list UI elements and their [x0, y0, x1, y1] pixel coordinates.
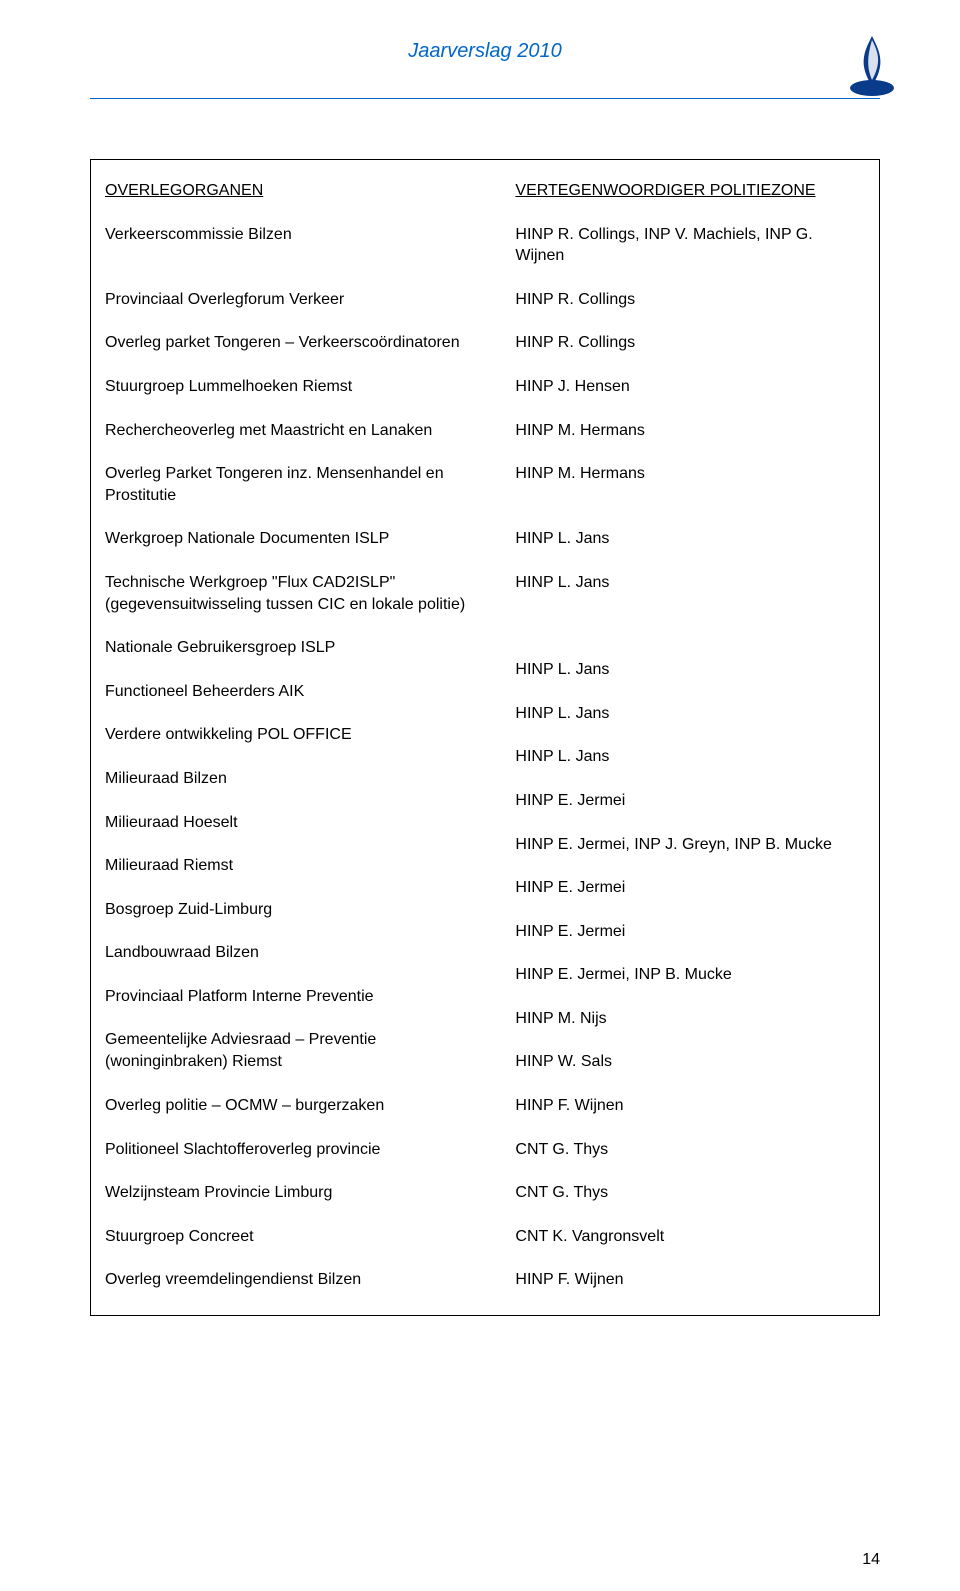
row-left: Stuurgroep Concreet: [105, 1226, 515, 1248]
row-right: HINP R. Collings, INP V. Machiels, INP G…: [515, 224, 865, 267]
table-row: Overleg parket Tongeren – Verkeerscoördi…: [105, 332, 865, 354]
grouped-left: Nationale Gebruikersgroep ISLP Functione…: [105, 637, 515, 1073]
heading-right: VERTEGENWOORDIGER POLITIEZONE: [515, 180, 865, 202]
list-item: Milieuraad Riemst: [105, 855, 503, 877]
list-item: HINP L. Jans: [515, 746, 865, 768]
row-left: Overleg Parket Tongeren inz. Mensenhande…: [105, 463, 515, 506]
table-row: Welzijnsteam Provincie Limburg CNT G. Th…: [105, 1182, 865, 1204]
row-right: HINP M. Hermans: [515, 463, 865, 485]
list-item: Functioneel Beheerders AIK: [105, 681, 503, 703]
row-left: Rechercheoverleg met Maastricht en Lanak…: [105, 420, 515, 442]
row-left: Overleg parket Tongeren – Verkeerscoördi…: [105, 332, 515, 354]
list-item: HINP L. Jans: [515, 659, 865, 681]
list-item: HINP E. Jermei: [515, 921, 865, 943]
heading-left: OVERLEGORGANEN: [105, 180, 515, 202]
list-item: Nationale Gebruikersgroep ISLP: [105, 637, 503, 659]
list-item: Verdere ontwikkeling POL OFFICE: [105, 724, 503, 746]
list-item: Landbouwraad Bilzen: [105, 942, 503, 964]
row-right: CNT G. Thys: [515, 1182, 865, 1204]
row-left: Politioneel Slachtofferoverleg provincie: [105, 1139, 515, 1161]
row-right: HINP L. Jans: [515, 572, 865, 594]
list-item: HINP E. Jermei, INP J. Greyn, INP B. Muc…: [515, 834, 865, 856]
list-item: HINP L. Jans: [515, 703, 865, 725]
row-right: HINP F. Wijnen: [515, 1269, 865, 1291]
row-right: CNT G. Thys: [515, 1139, 865, 1161]
row-left: Technische Werkgroep "Flux CAD2ISLP" (ge…: [105, 572, 515, 615]
row-right: HINP F. Wijnen: [515, 1095, 865, 1117]
row-right: HINP R. Collings: [515, 332, 865, 354]
list-item: HINP E. Jermei: [515, 877, 865, 899]
table-row: Rechercheoverleg met Maastricht en Lanak…: [105, 420, 865, 442]
row-right: HINP L. Jans: [515, 528, 865, 550]
list-item: Bosgroep Zuid-Limburg: [105, 899, 503, 921]
table-row: Provinciaal Overlegforum Verkeer HINP R.…: [105, 289, 865, 311]
row-left: Provinciaal Overlegforum Verkeer: [105, 289, 515, 311]
list-item: Gemeentelijke Adviesraad – Preventie (wo…: [105, 1029, 503, 1072]
list-item: Milieuraad Hoeselt: [105, 812, 503, 834]
row-left: Overleg politie – OCMW – burgerzaken: [105, 1095, 515, 1117]
row-left: Welzijnsteam Provincie Limburg: [105, 1182, 515, 1204]
row-right: CNT K. Vangronsvelt: [515, 1226, 865, 1248]
list-item: HINP M. Nijs: [515, 1008, 865, 1030]
table-row: Stuurgroep Concreet CNT K. Vangronsvelt: [105, 1226, 865, 1248]
row-right: HINP R. Collings: [515, 289, 865, 311]
table-row: Overleg vreemdelingendienst Bilzen HINP …: [105, 1269, 865, 1291]
police-logo-icon: [844, 30, 900, 105]
page: Jaarverslag 2010 OVERLEGORGANEN VERTEGEN…: [0, 0, 960, 1591]
list-item: Provinciaal Platform Interne Preventie: [105, 986, 503, 1008]
page-title: Jaarverslag 2010: [90, 40, 880, 63]
page-header: Jaarverslag 2010: [90, 40, 880, 63]
list-item: HINP E. Jermei, INP B. Mucke: [515, 964, 865, 986]
table-row: Stuurgroep Lummelhoeken Riemst HINP J. H…: [105, 376, 865, 398]
table-row: Overleg Parket Tongeren inz. Mensenhande…: [105, 463, 865, 506]
grouped-right: HINP L. Jans HINP L. Jans HINP L. Jans H…: [515, 637, 865, 1073]
table-row: Werkgroep Nationale Documenten ISLP HINP…: [105, 528, 865, 550]
table-row: Verkeerscommissie Bilzen HINP R. Colling…: [105, 224, 865, 267]
content-box: OVERLEGORGANEN VERTEGENWOORDIGER POLITIE…: [90, 159, 880, 1316]
row-left: Stuurgroep Lummelhoeken Riemst: [105, 376, 515, 398]
page-number: 14: [862, 1551, 880, 1569]
row-left: Overleg vreemdelingendienst Bilzen: [105, 1269, 515, 1291]
list-item: HINP W. Sals: [515, 1051, 865, 1073]
table-row: Politioneel Slachtofferoverleg provincie…: [105, 1139, 865, 1161]
list-item: Milieuraad Bilzen: [105, 768, 503, 790]
row-left: Verkeerscommissie Bilzen: [105, 224, 515, 246]
row-right: HINP J. Hensen: [515, 376, 865, 398]
list-item: HINP E. Jermei: [515, 790, 865, 812]
row-left: Werkgroep Nationale Documenten ISLP: [105, 528, 515, 550]
grouped-block: Nationale Gebruikersgroep ISLP Functione…: [105, 637, 865, 1073]
table-row: Technische Werkgroep "Flux CAD2ISLP" (ge…: [105, 572, 865, 615]
row-right: HINP M. Hermans: [515, 420, 865, 442]
section-heading-row: OVERLEGORGANEN VERTEGENWOORDIGER POLITIE…: [105, 180, 865, 202]
header-divider: [90, 98, 880, 99]
table-row: Overleg politie – OCMW – burgerzaken HIN…: [105, 1095, 865, 1117]
